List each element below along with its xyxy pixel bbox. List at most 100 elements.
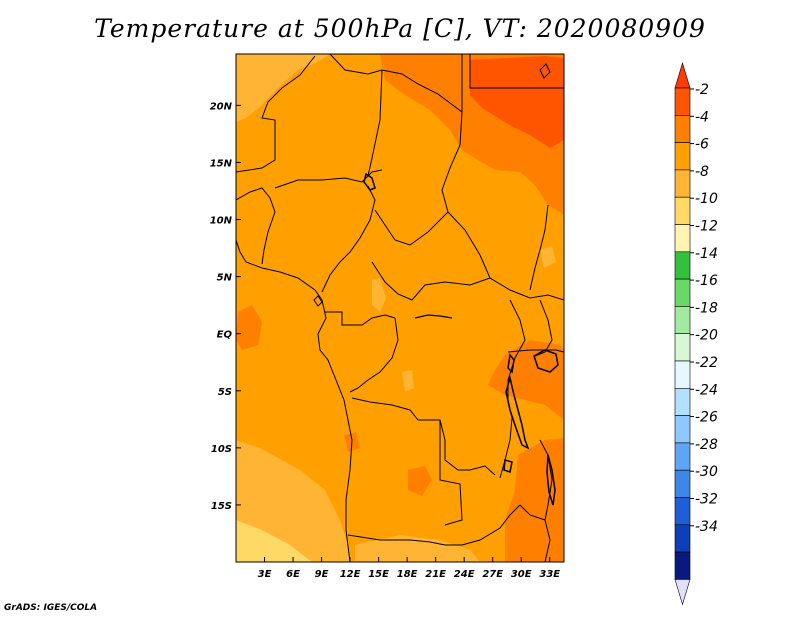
grads-credit: GrADS: IGES/COLA [4, 603, 98, 613]
colorbar-label: -18 [695, 300, 718, 316]
colorbar-label: -4 [695, 109, 709, 125]
colorbar-segment [674, 551, 691, 580]
colorbar-label: -30 [695, 464, 718, 480]
colorbar [674, 61, 691, 606]
lon-tick-label: 30E [511, 569, 532, 580]
lat-tick-label: 10N [210, 216, 233, 227]
cool-region-northwest [236, 54, 330, 122]
colorbar-label: -26 [695, 410, 718, 426]
lon-tick-label: 18E [397, 569, 418, 580]
colorbar-segment [674, 169, 691, 198]
lon-tick-label: 15E [368, 569, 389, 580]
colorbar-label: -24 [695, 382, 718, 398]
colorbar-segment [674, 415, 691, 444]
chart-title: Temperature at 500hPa [C], VT: 202008090… [94, 14, 706, 43]
lake-mweru [503, 459, 513, 473]
colorbar-segment [674, 306, 691, 334]
colorbar-label: -34 [695, 519, 718, 535]
lon-tick-label: 9E [315, 569, 329, 580]
map-frame [235, 53, 565, 563]
colorbar-label: -14 [695, 246, 718, 262]
colorbar-segment [674, 360, 691, 389]
lake-victoria [533, 349, 559, 373]
congo-river-segment [414, 314, 453, 319]
border-niger-north [381, 69, 463, 113]
border-algeria-mali [329, 54, 383, 75]
border-libya-egypt [469, 54, 564, 89]
lat-tick-label: 5N [217, 273, 233, 284]
cool-spot-central-a [372, 278, 386, 312]
bioko-island [313, 295, 323, 307]
cool-region-southwest [236, 440, 352, 562]
colorbar-bottom-arrow [674, 579, 691, 606]
colorbar-segment [674, 333, 691, 362]
border-nigeria-cameroon [321, 185, 376, 293]
latitude-labels: 20N 15N 10N 5N EQ 5S 10S 15S [210, 101, 233, 512]
colorbar-label: -2 [695, 82, 709, 98]
lat-tick-label: 15S [211, 501, 232, 512]
lat-tick-label: 10S [211, 444, 232, 455]
colorbar-label: -12 [695, 219, 718, 235]
warm-spot-west [236, 305, 262, 350]
lat-tick-label: EQ [217, 330, 233, 341]
border-chad-sudan [441, 111, 463, 213]
colorbar-segment [674, 87, 691, 116]
longitude-labels: 3E 6E 9E 12E 15E 18E 21E 24E 27E 30E 33E [258, 569, 561, 580]
hot-region-northeast [470, 56, 564, 148]
colorbar-label: -6 [695, 137, 709, 153]
lon-tick-label: 6E [286, 569, 300, 580]
border-mali-niger [236, 55, 316, 173]
lon-tick-label: 27E [482, 569, 503, 580]
lon-tick-label: 3E [258, 569, 272, 580]
border-car-south [371, 261, 491, 301]
colorbar-segment [674, 142, 691, 171]
colorbar-top-arrow [674, 61, 691, 89]
colorbar-segment [674, 497, 691, 526]
warm-region-southeast [505, 438, 564, 562]
colorbar-segment [674, 251, 691, 280]
lake-tanganyika [505, 375, 530, 450]
colorbar-segment [674, 115, 691, 143]
colorbar-segment [674, 442, 691, 471]
colorbar-segment [674, 196, 691, 225]
lon-tick-label: 33E [539, 569, 560, 580]
axis-ticks [236, 104, 551, 562]
lon-tick-label: 24E [454, 569, 475, 580]
border-namibia-north [347, 534, 462, 546]
coastline-west [236, 239, 353, 562]
border-drc-angola [351, 397, 496, 476]
border-congo-drc [349, 317, 399, 393]
border-chad-car [374, 209, 449, 246]
cooler-region-southwest [236, 520, 312, 562]
colorbar-segment [674, 524, 691, 553]
warm-spot-angola [408, 466, 432, 496]
colorbar-label: -22 [695, 355, 718, 371]
colorbar-label: -8 [695, 164, 709, 180]
red-sea-island [539, 63, 551, 79]
lon-tick-label: 21E [425, 569, 446, 580]
warm-region-east-lakes [488, 340, 564, 420]
lat-tick-label: 5S [218, 387, 232, 398]
political-boundaries [236, 54, 564, 562]
border-zambia-south [461, 504, 521, 546]
colorbar-label: -16 [695, 273, 718, 289]
border-sudan-ethiopia [529, 204, 549, 291]
temperature-field [236, 54, 564, 562]
colorbar-label: -20 [695, 328, 718, 344]
colorbar-segment [674, 278, 691, 307]
colorbar-labels: -2 -4 -6 -8 -10 -12 -14 -16 -18 -20 -22 -24 -26 -28 -3… [690, 82, 718, 535]
colorbar-segment [674, 469, 691, 498]
colorbar-label: -32 [695, 492, 718, 508]
border-drc-east [499, 299, 526, 479]
colorbar-segment [674, 224, 691, 253]
lake-malawi [546, 454, 556, 506]
border-angola-zambia [439, 420, 463, 526]
cool-spot-east [540, 246, 556, 268]
border-burkina [236, 187, 276, 265]
border-uganda-tanzania [507, 349, 564, 353]
border-niger-chad [367, 69, 383, 177]
lake-kivu [507, 353, 515, 374]
lat-tick-label: 15N [210, 158, 233, 169]
lon-tick-label: 12E [340, 569, 361, 580]
